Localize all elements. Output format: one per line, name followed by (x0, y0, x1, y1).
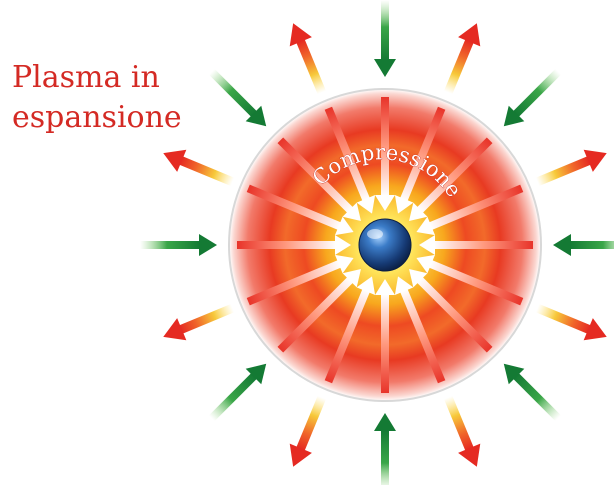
arrow-inward-icon (208, 68, 267, 127)
arrow-center-icon (375, 97, 395, 211)
arrow-center-icon (375, 279, 395, 393)
arrow-outward-icon (163, 303, 235, 341)
arrow-outward-icon (289, 395, 327, 467)
arrow-outward-icon (163, 149, 235, 187)
plasma-label-line2: espansione (12, 100, 182, 135)
arrow-inward-icon (374, 413, 396, 485)
arrow-outward-icon (443, 23, 481, 95)
arrow-inward-icon (208, 363, 267, 422)
arrow-center-icon (277, 137, 361, 221)
arrow-center-icon (246, 184, 354, 236)
arrow-center-icon (277, 269, 361, 353)
arrow-inward-icon (503, 68, 562, 127)
expanding-arrows (163, 23, 607, 467)
arrow-inward-icon (140, 234, 217, 256)
arrow-center-icon (416, 254, 524, 306)
arrow-inward-icon (553, 234, 614, 256)
arrow-center-icon (324, 106, 376, 214)
arrow-center-icon (409, 137, 493, 221)
incoming-arrows (140, 0, 614, 485)
arrow-center-icon (416, 184, 524, 236)
arrow-center-icon (394, 106, 446, 214)
arrow-outward-icon (535, 149, 607, 187)
capsule-highlight (367, 229, 383, 239)
plasma-label: Plasma in espansione (12, 58, 202, 138)
arrow-inward-icon (503, 363, 562, 422)
arrow-center-icon (324, 276, 376, 384)
arrow-center-icon (394, 276, 446, 384)
arrow-center-icon (419, 235, 533, 255)
arrow-outward-icon (443, 395, 481, 467)
arrow-outward-icon (535, 303, 607, 341)
arrow-outward-icon (289, 23, 327, 95)
arrow-center-icon (237, 235, 351, 255)
fuel-capsule-icon (358, 218, 412, 272)
arrow-inward-icon (374, 0, 396, 77)
arrow-center-icon (246, 254, 354, 306)
compression-arrows (237, 97, 533, 393)
plasma-label-line1: Plasma in (12, 60, 160, 95)
arrow-center-icon (409, 269, 493, 353)
